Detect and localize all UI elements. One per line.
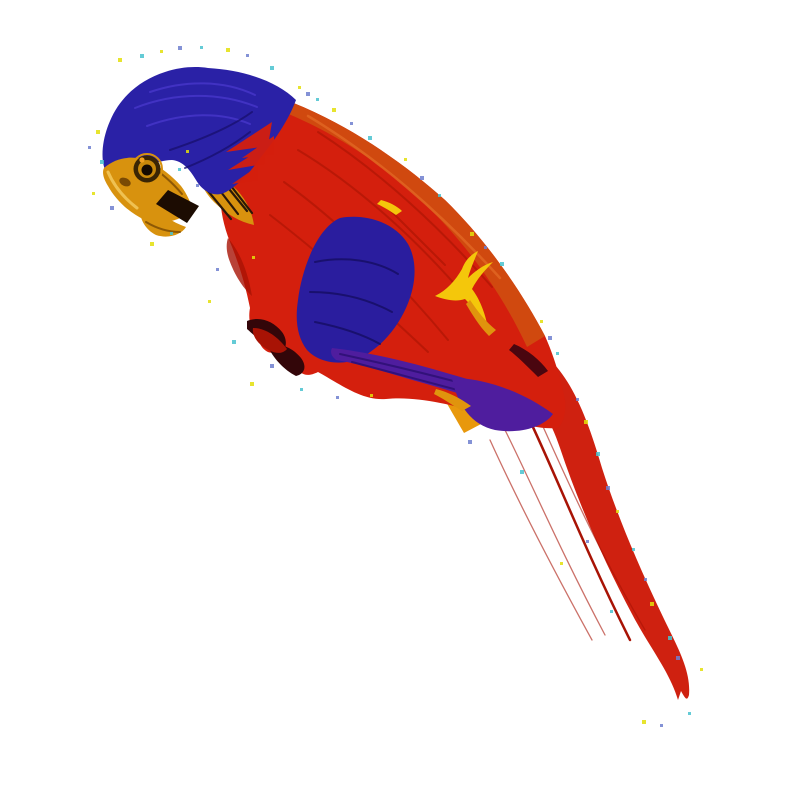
- yellow-streak-tail-end: [466, 300, 496, 336]
- beak: [103, 157, 199, 237]
- beak-nostril: [119, 177, 131, 187]
- tail-feather-barbs: [489, 419, 646, 641]
- wing-markings: [296, 200, 553, 432]
- yellow-dash-upper: [377, 200, 402, 215]
- chest-shadow: [226, 238, 252, 296]
- maroon-edge-patch: [509, 344, 548, 377]
- back-orange-sheen: [254, 92, 545, 347]
- tail-feather: [450, 339, 690, 700]
- head-sheen-lines: [134, 82, 258, 127]
- wing-blue-patch: [296, 216, 415, 363]
- beak-lower: [140, 203, 186, 237]
- wing-blue-streaks: [309, 258, 399, 345]
- eye-pupil: [141, 164, 153, 176]
- yellow-wing-streak: [435, 251, 493, 328]
- yellow-streak-lower: [434, 389, 471, 411]
- eye-outer-rim: [131, 153, 163, 185]
- tail-purple-patch: [452, 378, 553, 432]
- eye: [131, 153, 163, 185]
- back-highlight-line: [306, 114, 502, 280]
- beak-highlight: [106, 170, 139, 210]
- foot-red-toe: [252, 328, 287, 353]
- beak-mouth-dark: [156, 190, 199, 223]
- eye-glint: [139, 157, 145, 163]
- feet: [247, 319, 305, 376]
- head-shadow-lines: [169, 111, 253, 169]
- head-red-fringe: [226, 122, 274, 184]
